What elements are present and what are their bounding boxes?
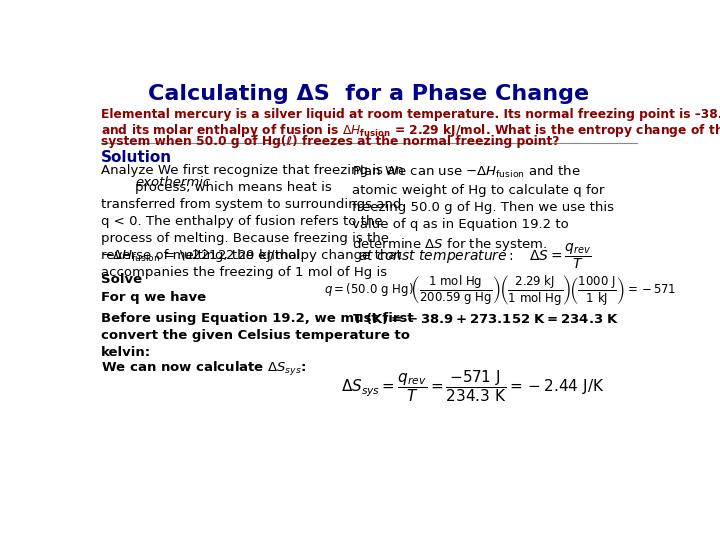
- Text: system when 50.0 g of Hg(ℓ) freezes at the normal freezing point?: system when 50.0 g of Hg(ℓ) freezes at t…: [101, 136, 559, 148]
- Text: $q = (50.0\ \mathregular{g\ Hg})\!\left(\dfrac{1\ \mathregular{mol\ Hg}}{200.59\: $q = (50.0\ \mathregular{g\ Hg})\!\left(…: [324, 273, 677, 307]
- Text: Calculating ΔS  for a Phase Change: Calculating ΔS for a Phase Change: [148, 84, 590, 104]
- Text: $\Delta S_{sys} = \dfrac{q_{rev}}{T} = \dfrac{-571\ \mathregular{J}}{234.3\ \mat: $\Delta S_{sys} = \dfrac{q_{rev}}{T} = \…: [341, 368, 605, 404]
- Text: Elemental mercury is a silver liquid at room temperature. Its normal freezing po: Elemental mercury is a silver liquid at …: [101, 109, 720, 122]
- Text: $\mathbf{T\ (K) = -38.9 + 273.152\ K = 234.3\ K}$: $\mathbf{T\ (K) = -38.9 + 273.152\ K = 2…: [352, 311, 619, 326]
- Text: exothermic: exothermic: [136, 176, 211, 188]
- Text: and its molar enthalpy of fusion is $\Delta H_{\mathregular{fusion}}$ = 2.29 kJ/: and its molar enthalpy of fusion is $\De…: [101, 122, 720, 139]
- Text: $\it{at\ const\ temperature}\mathit{:}$   $\Delta S = \dfrac{q_{rev}}{T}$: $\it{at\ const\ temperature}\mathit{:}$ …: [358, 241, 591, 271]
- Text: Before using Equation 19.2, we must first
convert the given Celsius temperature : Before using Equation 19.2, we must firs…: [101, 312, 414, 359]
- Text: Solve
For q we have: Solve For q we have: [101, 273, 207, 303]
- Text: We can now calculate $\Delta S_{sys}$:: We can now calculate $\Delta S_{sys}$:: [101, 360, 307, 378]
- Text: $-\Delta H_{\mathregular{fusion}}$ = \u22122.29 kJ/mol.: $-\Delta H_{\mathregular{fusion}}$ = \u2…: [101, 247, 304, 264]
- Text: Plan We can use $-\Delta H_{\mathregular{fusion}}$ and the
atomic weight of Hg t: Plan We can use $-\Delta H_{\mathregular…: [352, 164, 614, 253]
- Text: Analyze We first recognize that freezing is an
        process, which means heat: Analyze We first recognize that freezing…: [101, 164, 404, 279]
- Text: Solution: Solution: [101, 150, 172, 165]
